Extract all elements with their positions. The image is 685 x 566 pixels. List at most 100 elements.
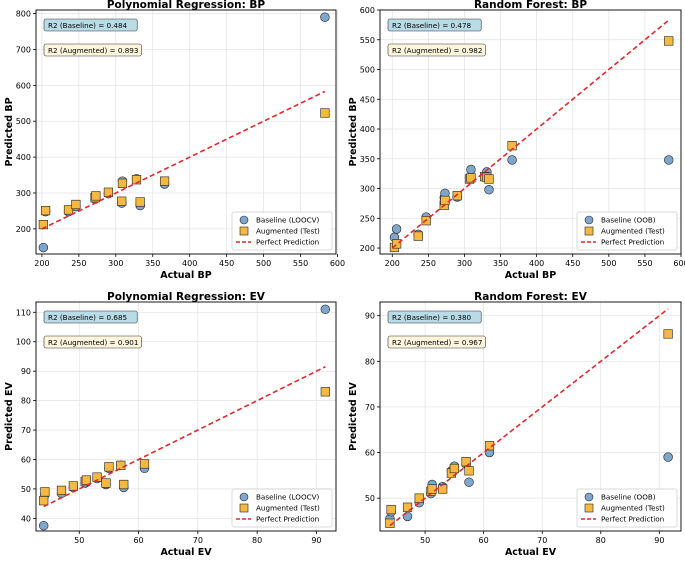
legend	[576, 211, 678, 251]
y-tick-label: 80	[365, 357, 375, 366]
augmented-point	[159, 176, 170, 186]
y-tick-label: 90	[365, 312, 375, 321]
legend-baseline-marker	[584, 492, 594, 502]
x-tick-label: 600	[330, 259, 345, 268]
legend-baseline-marker	[239, 215, 249, 225]
augmented-point	[440, 195, 450, 206]
r2-baseline-box	[43, 18, 138, 32]
x-tick-label: 90	[654, 536, 664, 545]
x-tick-label: 350	[493, 259, 508, 268]
augmented-point	[484, 174, 494, 184]
r2-baseline-box	[43, 310, 138, 324]
augmented-point	[320, 108, 330, 118]
baseline-point	[320, 12, 330, 22]
data-layer	[385, 308, 673, 528]
x-tick-label: 500	[601, 259, 616, 268]
r2-augmented-text: R2 (Augmented) = 0.901	[48, 338, 138, 347]
augmented-point	[41, 205, 51, 216]
x-tick-label: 60	[479, 536, 489, 545]
legend-augmented-label: Augmented (Test)	[256, 504, 320, 513]
r2-baseline-text: R2 (Baseline) = 0.685	[48, 313, 127, 322]
augmented-point	[39, 496, 49, 506]
x-tick-label: 300	[457, 259, 472, 268]
augmented-point	[81, 475, 91, 485]
chart-title: Random Forest: EV	[474, 291, 588, 303]
x-tick-label: 300	[108, 259, 123, 268]
x-tick-label: 90	[311, 536, 321, 545]
augmented-point	[484, 441, 495, 451]
augmented-point	[139, 459, 150, 469]
augmented-point	[117, 178, 128, 188]
r2-augmented-box	[43, 43, 142, 57]
legend-augmented-marker	[584, 226, 594, 236]
chart-title: Random Forest: BP	[474, 0, 587, 11]
augmented-point	[664, 36, 674, 46]
legend-augmented-marker	[584, 503, 594, 513]
augmented-point	[466, 173, 476, 183]
augmented-point	[427, 484, 437, 494]
r2-augmented-text: R2 (Augmented) = 0.982	[392, 46, 482, 55]
augmented-point	[131, 175, 142, 185]
baseline-point	[464, 477, 474, 487]
y-tick-label: 300	[16, 189, 31, 198]
y-tick-label: 500	[16, 117, 31, 126]
x-axis-label: Actual BP	[505, 270, 557, 281]
y-tick-label: 50	[365, 494, 375, 503]
augmented-point	[414, 493, 424, 503]
x-tick-label: 450	[219, 259, 234, 268]
x-tick-label: 60	[133, 536, 143, 545]
y-axis-label: Predicted BP	[4, 97, 15, 166]
x-tick-label: 80	[252, 536, 262, 545]
augmented-point	[320, 387, 330, 397]
y-tick-label: 800	[16, 10, 31, 19]
x-axis-label: Actual BP	[160, 270, 212, 281]
augmented-point	[71, 199, 81, 210]
x-tick-label: 350	[145, 259, 160, 268]
y-tick-label: 400	[16, 153, 31, 162]
axes-frame	[35, 9, 337, 255]
chart-panel-4: 50 60 70 80 90 50 60 70 80 90 R2 (Baseline) = 0.38…	[348, 291, 682, 558]
x-tick-label: 450	[565, 259, 580, 268]
legend-baseline-label: Baseline (OOB)	[601, 216, 656, 225]
r2-baseline-text: R2 (Baseline) = 0.484	[48, 21, 128, 30]
y-tick-label: 500	[360, 66, 375, 75]
y-axis-label: Predicted EV	[348, 381, 359, 450]
y-tick-label: 90	[21, 367, 31, 376]
chart-title: Polynomial Regression: BP	[107, 0, 266, 11]
x-tick-label: 500	[256, 259, 271, 268]
chart-title: Polynomial Regression: EV	[107, 291, 266, 303]
legend-perfect-label: Perfect Prediction	[256, 515, 319, 524]
augmented-point	[91, 191, 101, 201]
legend-augmented-label: Augmented (Test)	[601, 227, 665, 236]
axes-frame	[379, 9, 682, 255]
augmented-point	[40, 487, 50, 497]
baseline-point	[391, 224, 402, 234]
r2-augmented-text: R2 (Augmented) = 0.893	[48, 46, 138, 55]
perfect-prediction-line	[43, 366, 326, 508]
legend	[231, 488, 333, 528]
baseline-point	[484, 185, 494, 195]
x-axis-label: Actual EV	[160, 547, 212, 558]
r2-baseline-box	[387, 310, 482, 324]
y-tick-label: 300	[360, 185, 375, 194]
augmented-point	[452, 191, 462, 201]
x-tick-label: 550	[293, 259, 308, 268]
r2-augmented-box	[387, 43, 486, 57]
baseline-point	[663, 452, 673, 462]
baseline-point	[466, 164, 476, 175]
baseline-point	[320, 304, 331, 315]
y-axis-label: Predicted BP	[348, 97, 359, 166]
y-tick-label: 400	[360, 125, 375, 134]
chart-panel-1: 200 250 300 350 400 450 500 550 600 200 300 400 500 6…	[4, 0, 345, 281]
augmented-point	[386, 504, 396, 515]
axes-frame	[35, 301, 337, 532]
augmented-point	[449, 463, 459, 474]
augmented-point	[663, 329, 673, 339]
x-tick-label: 550	[637, 259, 652, 268]
legend-baseline-label: Baseline (LOOCV)	[256, 216, 320, 225]
y-tick-label: 550	[360, 36, 375, 45]
baseline-point	[507, 155, 517, 165]
x-tick-label: 200	[34, 259, 49, 268]
legend-baseline-marker	[584, 215, 594, 225]
